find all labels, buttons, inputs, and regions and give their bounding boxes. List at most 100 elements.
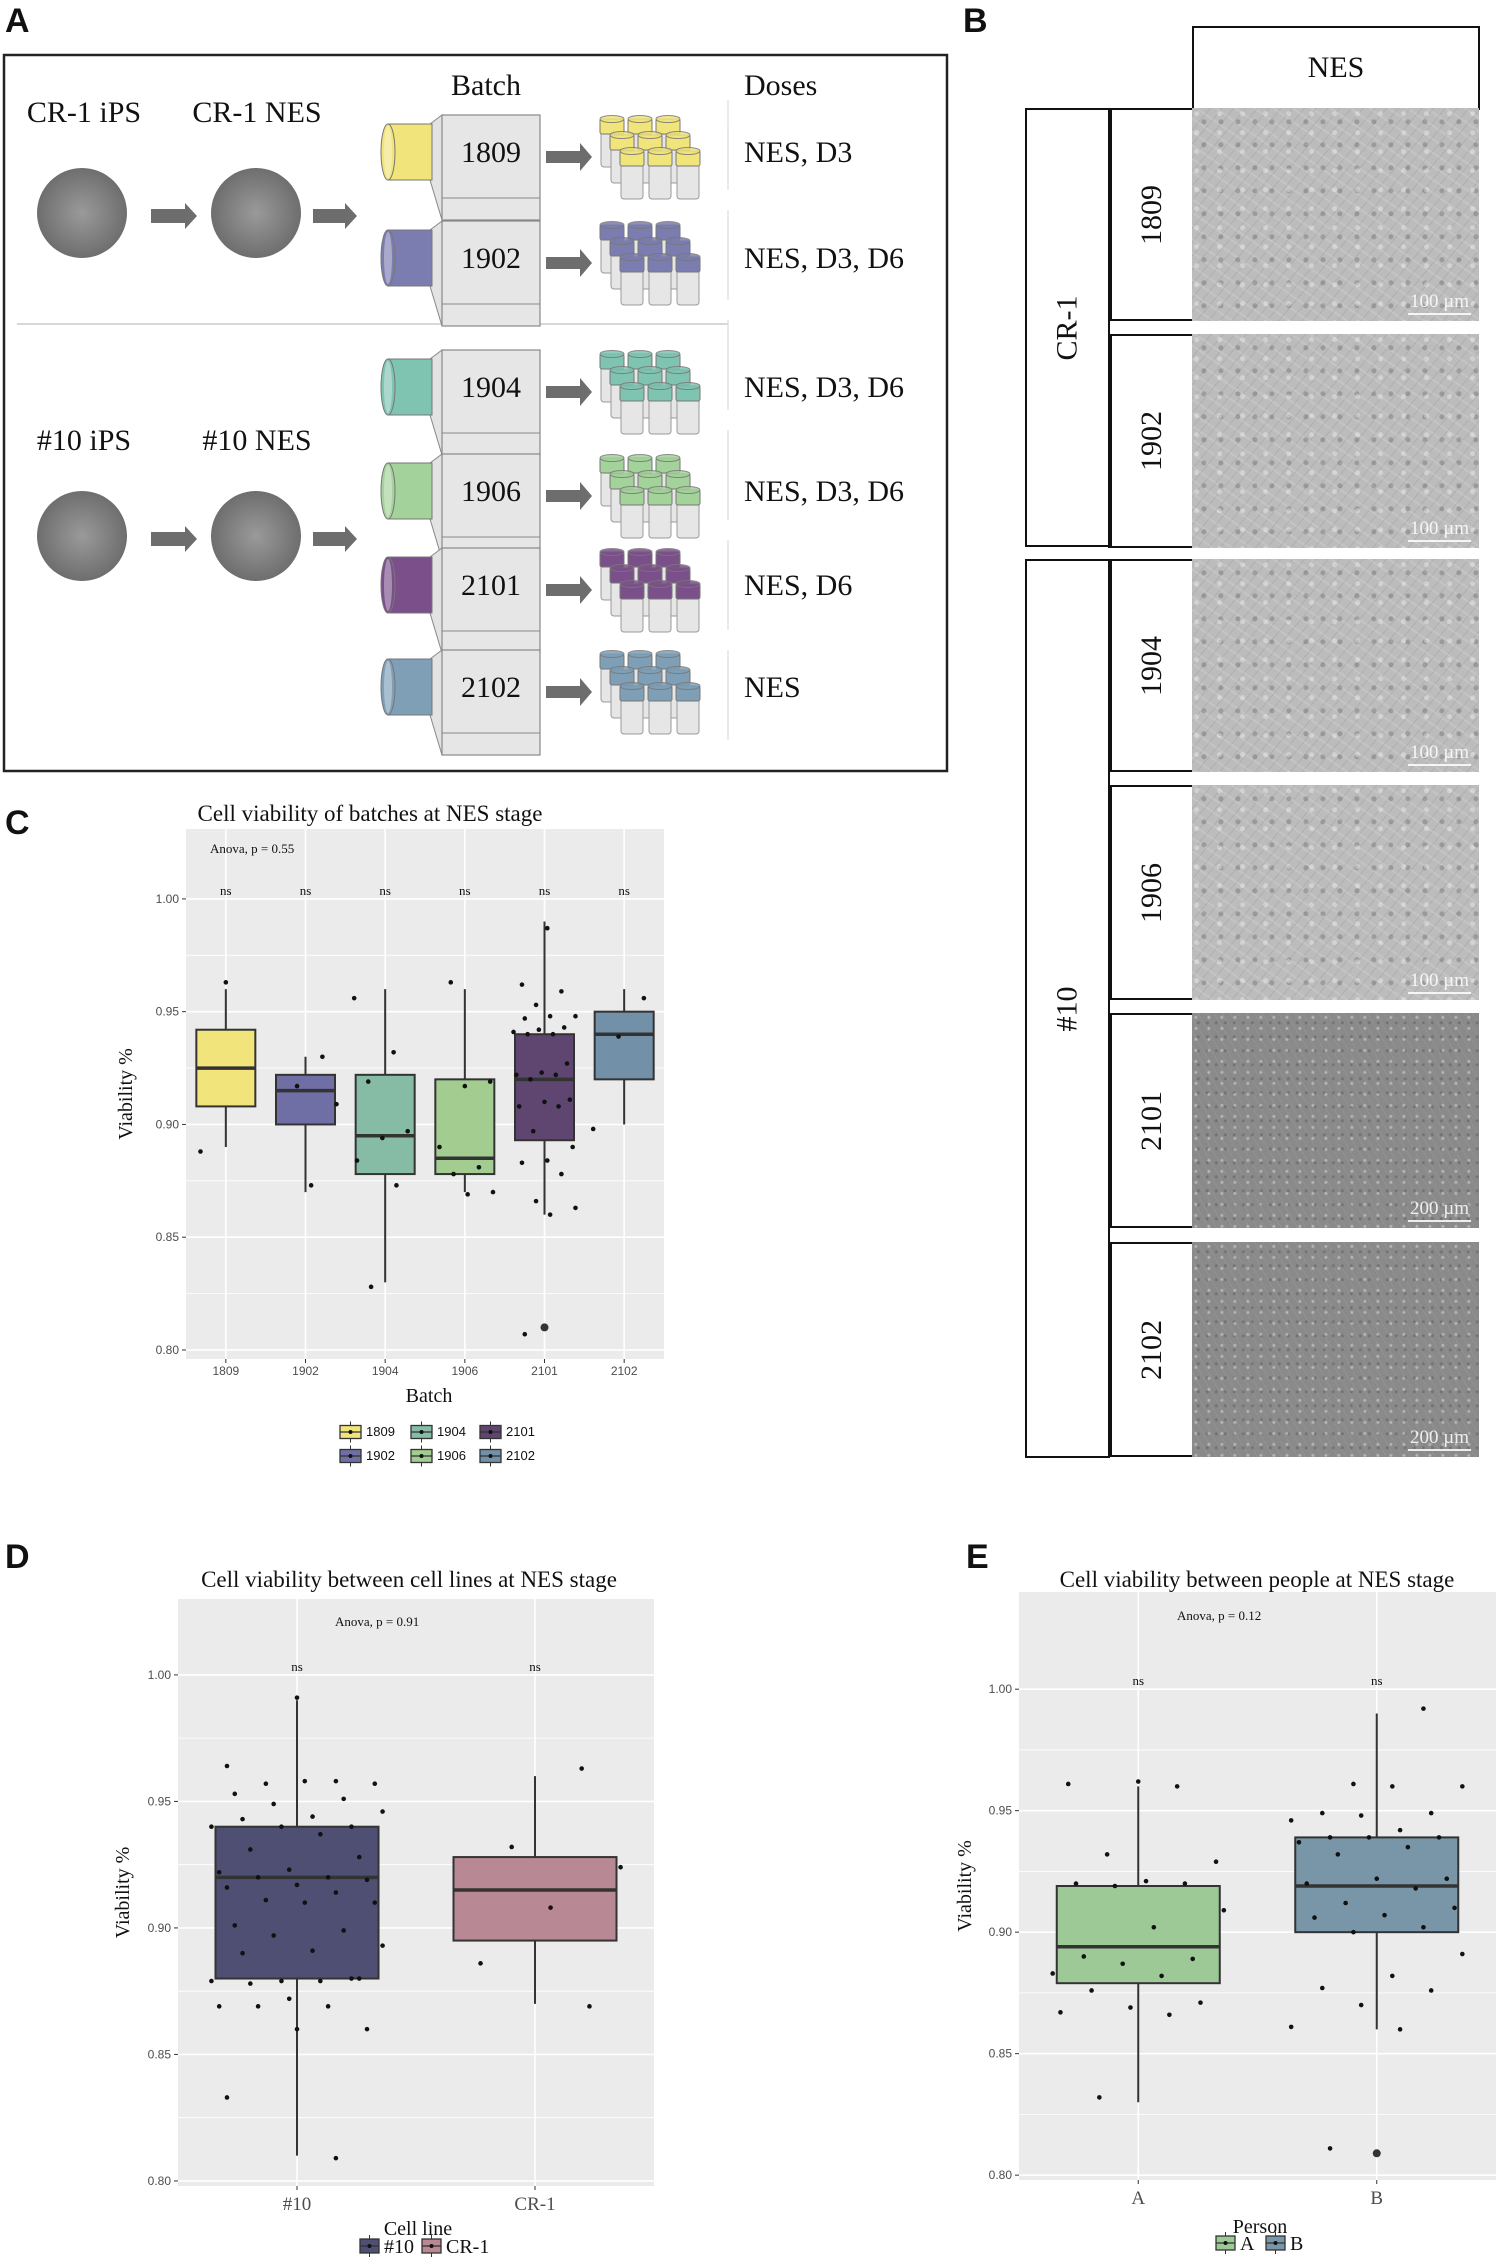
data-point (1073, 1881, 1079, 1886)
x-tick-label: 1906 (451, 1364, 478, 1378)
batch-row: 1809 NES, D3 (380, 114, 852, 221)
panel-label-a: A (5, 2, 30, 40)
data-point (462, 1083, 468, 1089)
data-point (1112, 1883, 1118, 1889)
vial-cap-top (647, 486, 673, 494)
ips-micrograph-icon (37, 168, 127, 258)
data-point (1213, 1859, 1219, 1865)
legend-key-dot (1223, 2241, 1228, 2245)
vial-cap-top (609, 131, 635, 139)
vial-cap-top (655, 650, 681, 658)
legend-item-A: A (1215, 2232, 1255, 2255)
data-point (573, 1205, 578, 1211)
data-point (1065, 1781, 1071, 1787)
data-point (1413, 1886, 1418, 1891)
batch-row: 1906 NES, D3, D6 (380, 453, 904, 560)
batch-row: 1902 NES, D3, D6 (380, 220, 904, 327)
vial-cap-top (609, 470, 635, 478)
vial-cap-top (637, 131, 663, 139)
vial-cap-top (627, 650, 653, 658)
data-point (224, 1763, 230, 1769)
data-point (1460, 1784, 1465, 1789)
batch-number: 1809 (461, 136, 521, 169)
data-point (567, 1097, 573, 1102)
flask-body (441, 453, 541, 560)
box-#10 (214, 1825, 380, 1980)
data-point (248, 1981, 253, 1986)
data-point (1319, 1810, 1325, 1816)
flask-cap-shine (384, 361, 392, 413)
data-point (1221, 1907, 1227, 1913)
legend-label: A (1240, 2233, 1255, 2255)
data-point (561, 1025, 567, 1030)
vial-cap-top (637, 366, 663, 374)
legend-label: 2102 (506, 1448, 535, 1463)
chart-0: Cell viability of batches at NES stage 0.… (115, 801, 664, 1467)
data-point (391, 1049, 396, 1055)
data-point (405, 1128, 410, 1134)
vial-cap-top (609, 237, 635, 245)
batch-row: 1904 NES, D3, D6 (380, 349, 904, 456)
data-point (564, 1061, 570, 1066)
data-point (490, 1189, 496, 1195)
data-point (325, 2004, 331, 2009)
data-point (451, 1171, 456, 1177)
data-point (547, 1013, 553, 1019)
data-point (1444, 1876, 1450, 1882)
panel-label-d: D (5, 1538, 30, 1576)
vial-cap-top (609, 366, 635, 374)
data-point (318, 1832, 323, 1837)
legend-key-dot (1273, 2241, 1278, 2245)
legend-item-1906: 1906 (410, 1445, 466, 1467)
data-point (302, 1900, 308, 1905)
vial-cap-top (637, 666, 663, 674)
data-point (325, 1875, 331, 1880)
nes-micrograph: 200 µm (1192, 1242, 1479, 1457)
scale-bar: 100 µm (1408, 970, 1471, 994)
data-point (547, 1212, 553, 1217)
vial-cap-top (599, 221, 625, 229)
scale-bar: 200 µm (1408, 1198, 1471, 1222)
doses-text: NES, D3, D6 (744, 475, 904, 508)
batch-label: 1809 (1135, 184, 1168, 245)
flask-cap-end (380, 556, 396, 614)
data-point (1366, 1835, 1372, 1840)
x-tick-label: CR-1 (514, 2194, 555, 2215)
data-point (556, 1104, 561, 1109)
arrow-icon (546, 143, 592, 171)
y-tick-label: 0.80 (156, 1343, 180, 1357)
vial-cap-top (665, 366, 691, 374)
data-point (542, 1099, 547, 1105)
legend-label: 1906 (437, 1448, 466, 1463)
box-1902 (275, 1073, 336, 1126)
data-point (1428, 1810, 1434, 1816)
nes-micrograph-icon (211, 491, 301, 581)
vial-cap-top (665, 131, 691, 139)
data-point (573, 1013, 578, 1019)
flask-body (441, 547, 541, 654)
chart-title: Cell viability between people at NES sta… (1060, 1567, 1455, 1592)
box-2101 (514, 1033, 575, 1142)
data-point (286, 1867, 292, 1873)
data-point (1343, 1900, 1348, 1906)
data-point (522, 1331, 528, 1337)
data-point (1120, 1961, 1125, 1967)
nes-header-text: NES (1307, 51, 1365, 84)
data-point (1421, 1706, 1426, 1711)
y-tick-label: 1.00 (989, 1682, 1013, 1696)
data-point (1327, 2146, 1333, 2151)
legend-key-dot (348, 1454, 353, 1458)
y-tick-label: 0.85 (989, 2047, 1013, 2061)
data-point (365, 1079, 371, 1084)
vial-cap-top (627, 548, 653, 556)
vial-cap-top (675, 486, 701, 494)
data-point (349, 1824, 354, 1830)
data-point (333, 1778, 339, 1784)
vial-cap-top (619, 382, 645, 390)
group-box-10: #10 (1025, 559, 1110, 1458)
x-tick-label: 1809 (212, 1364, 239, 1378)
data-point (1460, 1951, 1465, 1957)
arrow-icon (546, 249, 592, 277)
data-point (1327, 1835, 1333, 1840)
